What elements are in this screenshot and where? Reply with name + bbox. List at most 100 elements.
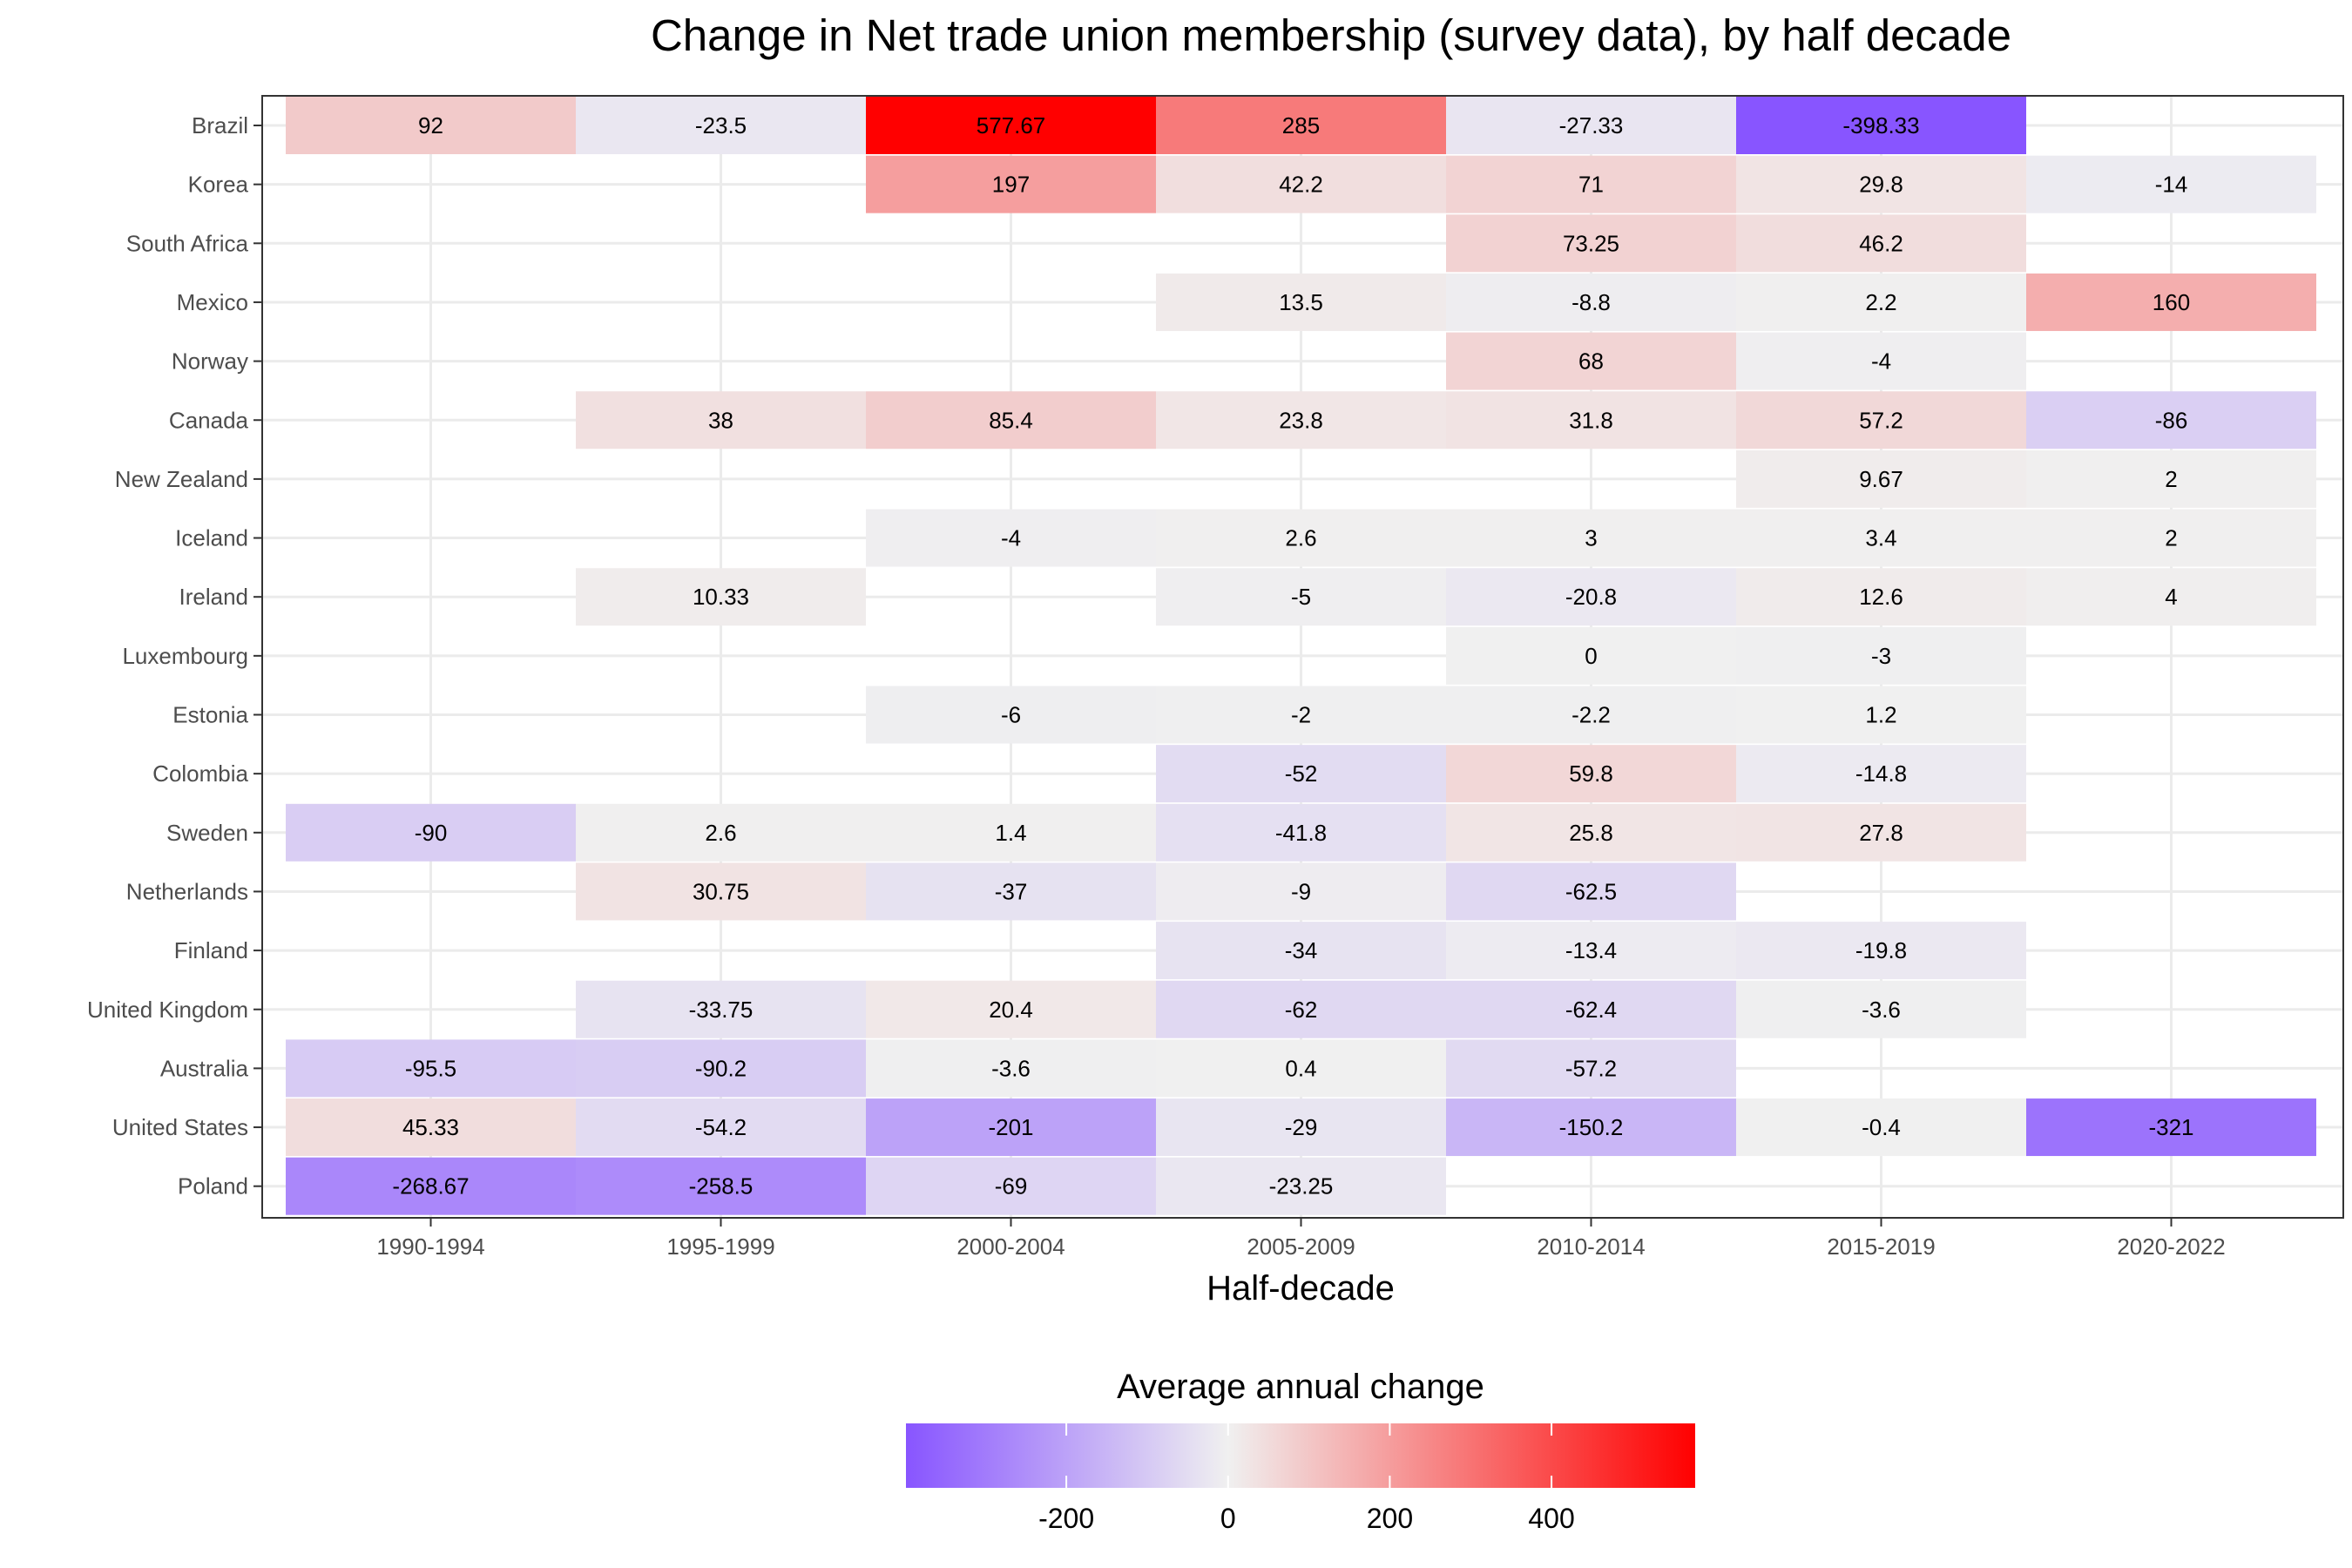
- heatmap-cell-netherlands-2010-2014: [1446, 862, 1736, 921]
- heatmap-cell-united-kingdom-1995-1999: [576, 980, 866, 1038]
- cell-label: -33.75: [689, 997, 754, 1023]
- y-tick-label: Korea: [188, 172, 249, 198]
- y-tick-label: Ireland: [179, 584, 249, 610]
- heatmap-cell-sweden-2005-2009: [1156, 803, 1446, 862]
- cell-label: 4: [2165, 584, 2177, 610]
- y-tick-label: Poland: [178, 1173, 248, 1200]
- y-tick-label: Finland: [174, 937, 248, 963]
- heatmap-cell-ireland-2005-2009: [1156, 568, 1446, 626]
- cell-label: -5: [1291, 584, 1311, 610]
- heatmap-cells: [286, 97, 2316, 1215]
- legend-colorbar: [906, 1423, 1695, 1488]
- cell-label: 71: [1578, 172, 1604, 198]
- heatmap-cell-mexico-2005-2009: [1156, 273, 1446, 331]
- heatmap-cell-canada-2015-2019: [1736, 391, 2026, 449]
- y-tick-label: Estonia: [172, 702, 248, 728]
- cell-label: -52: [1285, 760, 1318, 787]
- heatmap-cell-new-zealand-2020-2022: [2026, 449, 2316, 508]
- x-tick-label: 2015-2019: [1827, 1233, 1935, 1260]
- heatmap-cell-united-states-2020-2022: [2026, 1098, 2316, 1157]
- cell-label: 197: [992, 172, 1030, 198]
- heatmap-cell-poland-1995-1999: [576, 1157, 866, 1215]
- cell-label: 160: [2153, 289, 2190, 315]
- cell-label: 31.8: [1569, 407, 1613, 433]
- heatmap-cell-mexico-2015-2019: [1736, 273, 2026, 331]
- cell-label: -8.8: [1571, 289, 1611, 315]
- heatmap-cell-united-states-1995-1999: [576, 1098, 866, 1157]
- y-tick-label: Sweden: [166, 820, 248, 846]
- heatmap-cell-south-africa-2010-2014: [1446, 214, 1736, 273]
- cell-label: -0.4: [1862, 1114, 1901, 1140]
- cell-label: -19.8: [1855, 937, 1907, 963]
- panel-border: [261, 95, 2344, 1219]
- x-axis: 1990-1994 1995-1999 2000-2004 2005-2009 2010…: [376, 1218, 2226, 1260]
- heatmap-cell-poland-2005-2009: [1156, 1157, 1446, 1215]
- heatmap-cell-united-states-2005-2009: [1156, 1098, 1446, 1157]
- cell-label: -398.33: [1842, 112, 1919, 139]
- cell-label: -321: [2148, 1114, 2193, 1140]
- cell-label: 12.6: [1859, 584, 1903, 610]
- heatmap-cell-colombia-2010-2014: [1446, 745, 1736, 803]
- heatmap-cell-iceland-2000-2004: [866, 509, 1156, 567]
- cell-label: -20.8: [1565, 584, 1617, 610]
- heatmap-cell-brazil-2015-2019: [1736, 97, 2026, 154]
- heatmap-cell-brazil-2010-2014: [1446, 97, 1736, 154]
- cell-label: -90: [415, 820, 448, 846]
- cell-label: 42.2: [1279, 172, 1323, 198]
- cell-label: 10.33: [693, 584, 749, 610]
- cell-label: 13.5: [1279, 289, 1323, 315]
- heatmap-cell-new-zealand-2015-2019: [1736, 449, 2026, 508]
- cell-label: -268.67: [392, 1173, 469, 1200]
- cell-label: 73.25: [1563, 230, 1619, 256]
- legend-title: Average annual change: [1117, 1368, 1484, 1406]
- y-tick-label: South Africa: [126, 230, 249, 256]
- legend-tick-label: 0: [1220, 1503, 1236, 1534]
- heatmap-cell-luxembourg-2010-2014: [1446, 626, 1736, 685]
- cell-label: -29: [1285, 1114, 1318, 1140]
- cell-label: 1.2: [1865, 702, 1896, 728]
- heatmap-cell-korea-2010-2014: [1446, 155, 1736, 213]
- cell-label: 38: [708, 407, 733, 433]
- cell-label: 92: [418, 112, 443, 139]
- heatmap-cell-estonia-2015-2019: [1736, 686, 2026, 744]
- cell-label: 577.67: [977, 112, 1046, 139]
- heatmap-cell-netherlands-2000-2004: [866, 862, 1156, 921]
- heatmap-cell-australia-2010-2014: [1446, 1039, 1736, 1098]
- y-axis: Brazil Korea South Africa Mexico Norway Canad…: [87, 112, 262, 1200]
- heatmap-cell-ireland-2020-2022: [2026, 568, 2316, 626]
- heatmap-cell-iceland-2020-2022: [2026, 509, 2316, 567]
- heatmap-cell-poland-1990-1994: [286, 1157, 576, 1215]
- heatmap-cell-united-states-2000-2004: [866, 1098, 1156, 1157]
- cell-label: 3.4: [1865, 525, 1896, 551]
- heatmap-cell-brazil-2000-2004: [866, 97, 1156, 154]
- heatmap-cell-brazil-1995-1999: [576, 97, 866, 154]
- heatmap-cell-brazil-2005-2009: [1156, 97, 1446, 154]
- y-tick-label: Mexico: [177, 289, 248, 315]
- cell-label: -3.6: [991, 1055, 1031, 1081]
- heatmap-cell-united-states-2015-2019: [1736, 1098, 2026, 1157]
- cell-label: 45.33: [402, 1114, 459, 1140]
- heatmap-cell-iceland-2005-2009: [1156, 509, 1446, 567]
- cell-label: 59.8: [1569, 760, 1613, 787]
- cell-label: 1.4: [995, 820, 1026, 846]
- cell-label: -2: [1291, 702, 1311, 728]
- cell-label: 57.2: [1859, 407, 1903, 433]
- x-tick-label: 1995-1999: [666, 1233, 774, 1260]
- heatmap-cell-australia-2005-2009: [1156, 1039, 1446, 1098]
- x-tick-label: 2010-2014: [1537, 1233, 1645, 1260]
- heatmap-cell-mexico-2010-2014: [1446, 273, 1736, 331]
- heatmap-cell-luxembourg-2015-2019: [1736, 626, 2026, 685]
- heatmap-cell-iceland-2010-2014: [1446, 509, 1736, 567]
- heatmap-cell-estonia-2005-2009: [1156, 686, 1446, 744]
- x-tick-label: 2020-2022: [2117, 1233, 2225, 1260]
- heatmap-cell-united-kingdom-2000-2004: [866, 980, 1156, 1038]
- cell-label: -41.8: [1275, 820, 1327, 846]
- heatmap-cell-canada-2010-2014: [1446, 391, 1736, 449]
- heatmap-cell-korea-2005-2009: [1156, 155, 1446, 213]
- heatmap-cell-colombia-2015-2019: [1736, 745, 2026, 803]
- heatmap-cell-south-africa-2015-2019: [1736, 214, 2026, 273]
- heatmap-cell-korea-2015-2019: [1736, 155, 2026, 213]
- cell-label: -4: [1871, 348, 1891, 375]
- cell-label: -54.2: [695, 1114, 747, 1140]
